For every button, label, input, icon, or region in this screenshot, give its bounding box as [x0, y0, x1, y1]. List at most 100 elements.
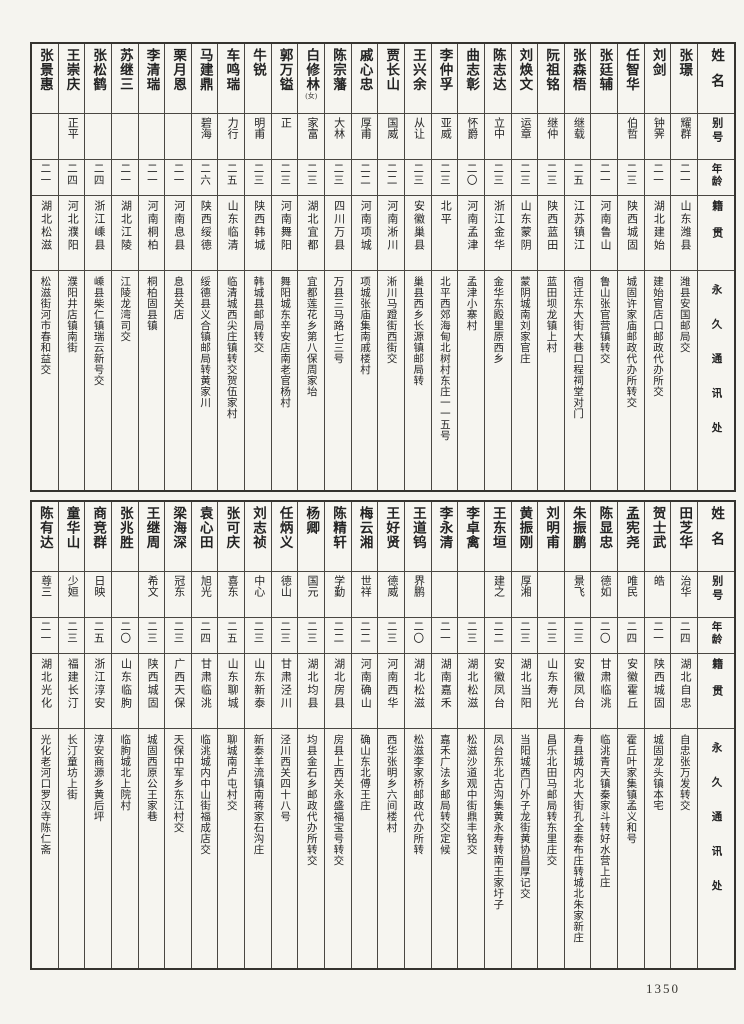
- age-cell: 二三: [404, 160, 431, 196]
- native-cell: 浙江淳安: [85, 654, 111, 729]
- alias-cell: [138, 114, 165, 160]
- address-text: 松滋李家桥邮政代办所转: [412, 734, 424, 855]
- name-cell: 栗月恩: [165, 44, 191, 114]
- table-area: 姓名 别号 年龄 籍贯 永久通讯处 张璟 耀群 二一 山东潍县 潍县安国邮局交 刘剑 钟霁二…: [30, 42, 736, 970]
- address-cell: 宜都莲花乡第八保周家坮: [298, 271, 324, 490]
- name-cell: 张景惠: [31, 44, 58, 114]
- row-header-column: 姓名 别号 年龄 籍贯 永久通讯处: [698, 502, 734, 968]
- age-text: 二三: [545, 621, 557, 644]
- native-cell: 湖北松滋: [404, 654, 431, 729]
- name-cell: 任炳义: [271, 502, 298, 572]
- address-text: 鲁山张官营镇转交: [598, 276, 610, 364]
- name-cell: 杨卿: [298, 502, 325, 572]
- address-cell: 潍县安国邮局交: [671, 271, 697, 490]
- native-text: 湖北当阳: [519, 658, 532, 710]
- age-text: 二五: [92, 621, 104, 644]
- alias-cell: 力行: [218, 114, 245, 160]
- age-cell: 二三: [271, 618, 298, 654]
- native-cell: 河南息县: [165, 196, 191, 271]
- alias-text: 尊三: [39, 575, 52, 597]
- person-column: 王东垣 建之 二二 安徽凤台 凤台东北古沟集黄永寿转南王家圩子: [484, 502, 512, 968]
- native-text: 湖南嘉禾: [439, 658, 452, 710]
- age-cell: 二三: [58, 618, 85, 654]
- alias-cell: 唯民: [618, 572, 644, 618]
- native-text: 河南确山: [359, 658, 372, 710]
- address-text: 淳安商源乡黄后坪: [92, 734, 104, 822]
- header-address-label: 永久通讯处: [710, 284, 722, 457]
- name-text: 陈显忠: [597, 506, 613, 550]
- alias-cell: 从让: [404, 114, 431, 160]
- native-text: 湖北松滋: [465, 658, 478, 710]
- person-column: 商竞群 日映 二五 浙江淳安 淳安商源乡黄后坪: [85, 502, 112, 968]
- name-cell: 刘志祯: [245, 502, 271, 572]
- address-text: 长汀童坊上街: [65, 734, 77, 800]
- person-column: 陈有达 尊三 二一 湖北光化 光化老河口罗汉寺陈仁斋: [31, 502, 59, 968]
- alias-cell: 日映: [85, 572, 111, 618]
- address-cell: 寿县城内北大街孔全泰布庄转城北朱家新庄: [565, 729, 591, 968]
- native-text: 湖北均县: [305, 658, 318, 710]
- header-name-cell: 姓名: [698, 44, 734, 114]
- name-cell: 陈有达: [31, 502, 58, 572]
- age-text: 二〇: [598, 621, 610, 644]
- age-text: 二三: [65, 621, 77, 644]
- alias-text: 明甫: [252, 117, 265, 139]
- name-text: 车鸣瑞: [224, 48, 240, 92]
- name-text: 王崇庆: [64, 48, 80, 92]
- age-cell: 二五: [218, 160, 245, 196]
- person-column: 陈显忠 德如 二〇 甘肃临洮 临洮青天镇秦家斗转好水营上庄: [591, 502, 619, 968]
- person-column: 王继周 希文 二三 陕西城固 城固西原公王家巷: [138, 502, 166, 968]
- address-text: 临朐城北上院村: [119, 734, 131, 811]
- age-cell: 二三: [298, 160, 325, 196]
- address-text: 泾川西关四十八号: [279, 734, 291, 822]
- person-column: 张璟 耀群 二一 山东潍县 潍县安国邮局交: [671, 44, 698, 490]
- age-text: 二三: [572, 621, 584, 644]
- address-cell: 确山东北傅王庄: [352, 729, 378, 968]
- age-text: 二五: [225, 621, 237, 644]
- age-cell: 二二: [325, 618, 351, 654]
- address-cell: 临清城西尖庄镇转交贺伍家村: [218, 271, 244, 490]
- alias-text: 运章: [519, 117, 532, 139]
- address-cell: 淅川马蹬街西街交: [378, 271, 404, 490]
- age-text: 二三: [518, 621, 530, 644]
- address-cell: 孟津小寨村: [458, 271, 484, 490]
- name-text: 张可庆: [224, 506, 240, 550]
- age-cell: 二〇: [591, 618, 618, 654]
- age-cell: 二三: [538, 160, 564, 196]
- age-text: 二〇: [465, 163, 477, 186]
- person-column: 童华山 少姮 二三 福建长汀 长汀童坊上街: [58, 502, 86, 968]
- age-cell: 二三: [165, 618, 191, 654]
- alias-text: 学勤: [332, 575, 345, 597]
- alias-cell: [111, 114, 138, 160]
- native-text: 湖北自忠: [678, 658, 691, 710]
- name-cell: 梅云湘: [351, 502, 378, 572]
- address-cell: 濮阳井店镇南街: [59, 271, 85, 490]
- address-text: 濮阳井店镇南街: [65, 276, 77, 353]
- address-text: 孟津小寨村: [465, 276, 477, 331]
- native-cell: 河南孟津: [458, 196, 484, 271]
- name-text: 王东垣: [490, 506, 506, 550]
- native-cell: 浙江金华: [484, 196, 511, 271]
- name-cell: 贺士武: [644, 502, 671, 572]
- age-text: 二〇: [412, 621, 424, 644]
- address-text: 聊城南卢屯村交: [225, 734, 237, 811]
- name-text: 王好贤: [384, 506, 400, 550]
- address-text: 韩城县邮局转交: [252, 276, 264, 353]
- name-cell: 朱振鹏: [564, 502, 591, 572]
- name-text: 阮祖铭: [544, 48, 560, 92]
- address-text: 西华张明乡六间楼村: [385, 734, 397, 833]
- address-cell: 松滋街河市春和益交: [32, 271, 58, 490]
- alias-text: 正平: [66, 117, 79, 139]
- address-cell: 江陵龙湾司交: [112, 271, 138, 490]
- age-text: 二三: [545, 163, 557, 186]
- name-text: 孟宪尧: [623, 506, 639, 550]
- age-cell: 二一: [644, 160, 671, 196]
- address-text: 临洮城内中山街福成店交: [199, 734, 211, 855]
- address-text: 昌乐北田马邮局转东里庄交: [545, 734, 557, 866]
- native-cell: 北平: [431, 196, 458, 271]
- address-text: 潍县安国邮局交: [678, 276, 690, 353]
- header-name-label: 姓名: [709, 48, 725, 99]
- native-cell: 陕西韩城: [245, 196, 271, 271]
- name-text: 张景惠: [37, 48, 53, 92]
- address-cell: 霍丘叶家集镇孟义和号: [618, 729, 644, 968]
- native-text: 浙江金华: [492, 200, 505, 252]
